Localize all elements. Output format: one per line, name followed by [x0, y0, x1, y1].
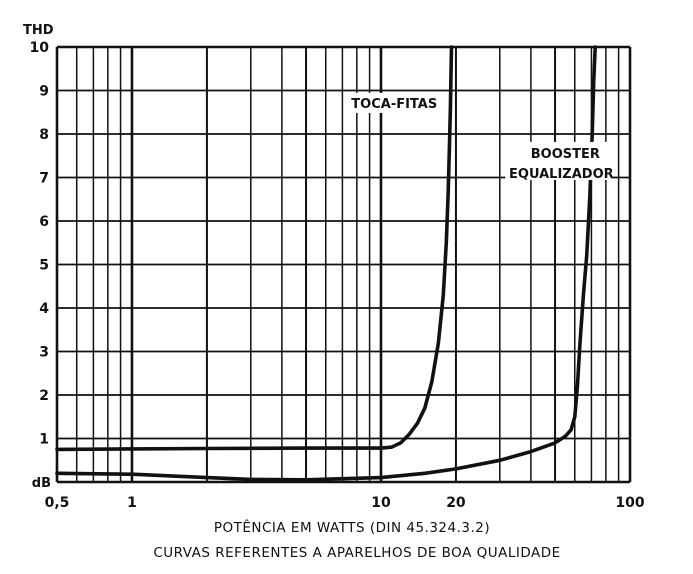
series-label-line: BOOSTER	[531, 147, 600, 162]
x-tick-label: 10	[371, 495, 391, 511]
curve-labels: TOCA-FITAS BOOSTER EQUALIZADOR	[345, 92, 614, 182]
curves	[55, 45, 597, 482]
y-tick-label: 9	[39, 84, 49, 100]
label-bg	[345, 92, 449, 113]
y-tick-label: 3	[39, 345, 49, 361]
series-label-toca-fitas: TOCA-FITAS	[351, 97, 437, 112]
x-axis-label: POTÊNCIA EM WATTS (DIN 45.324.3.2)	[214, 518, 490, 536]
tick-labels: 1 2 3 4 5 6 7 8 9 10 0,5 1 10 20 100	[30, 40, 645, 511]
series-label-booster: BOOSTER EQUALIZADOR	[509, 147, 614, 182]
y-tick-label: 4	[39, 301, 49, 317]
x-tick-label: 0,5	[45, 495, 70, 511]
label-bg	[505, 141, 612, 180]
x-tick-label: 20	[446, 495, 466, 511]
y-tick-label: 6	[39, 214, 49, 230]
y-tick-label: 10	[30, 40, 50, 56]
y-tick-label: 2	[39, 388, 49, 404]
x-tick-label: 1	[127, 495, 137, 511]
series-line-toca-fitas	[55, 45, 454, 452]
y-unit-label: THD	[23, 23, 54, 38]
y-tick-label: 1	[39, 432, 49, 448]
x-tick-label: 100	[615, 495, 644, 511]
y-tick-label: 7	[39, 171, 49, 187]
series-label-line: EQUALIZADOR	[509, 167, 614, 182]
y-base-label: dB	[32, 476, 51, 491]
figure-caption: CURVAS REFERENTES A APARELHOS DE BOA QUA…	[153, 545, 560, 561]
series-line-booster-equalizador	[55, 45, 597, 482]
y-tick-label: 5	[39, 258, 49, 274]
grid	[55, 45, 632, 484]
y-tick-label: 8	[39, 127, 49, 143]
